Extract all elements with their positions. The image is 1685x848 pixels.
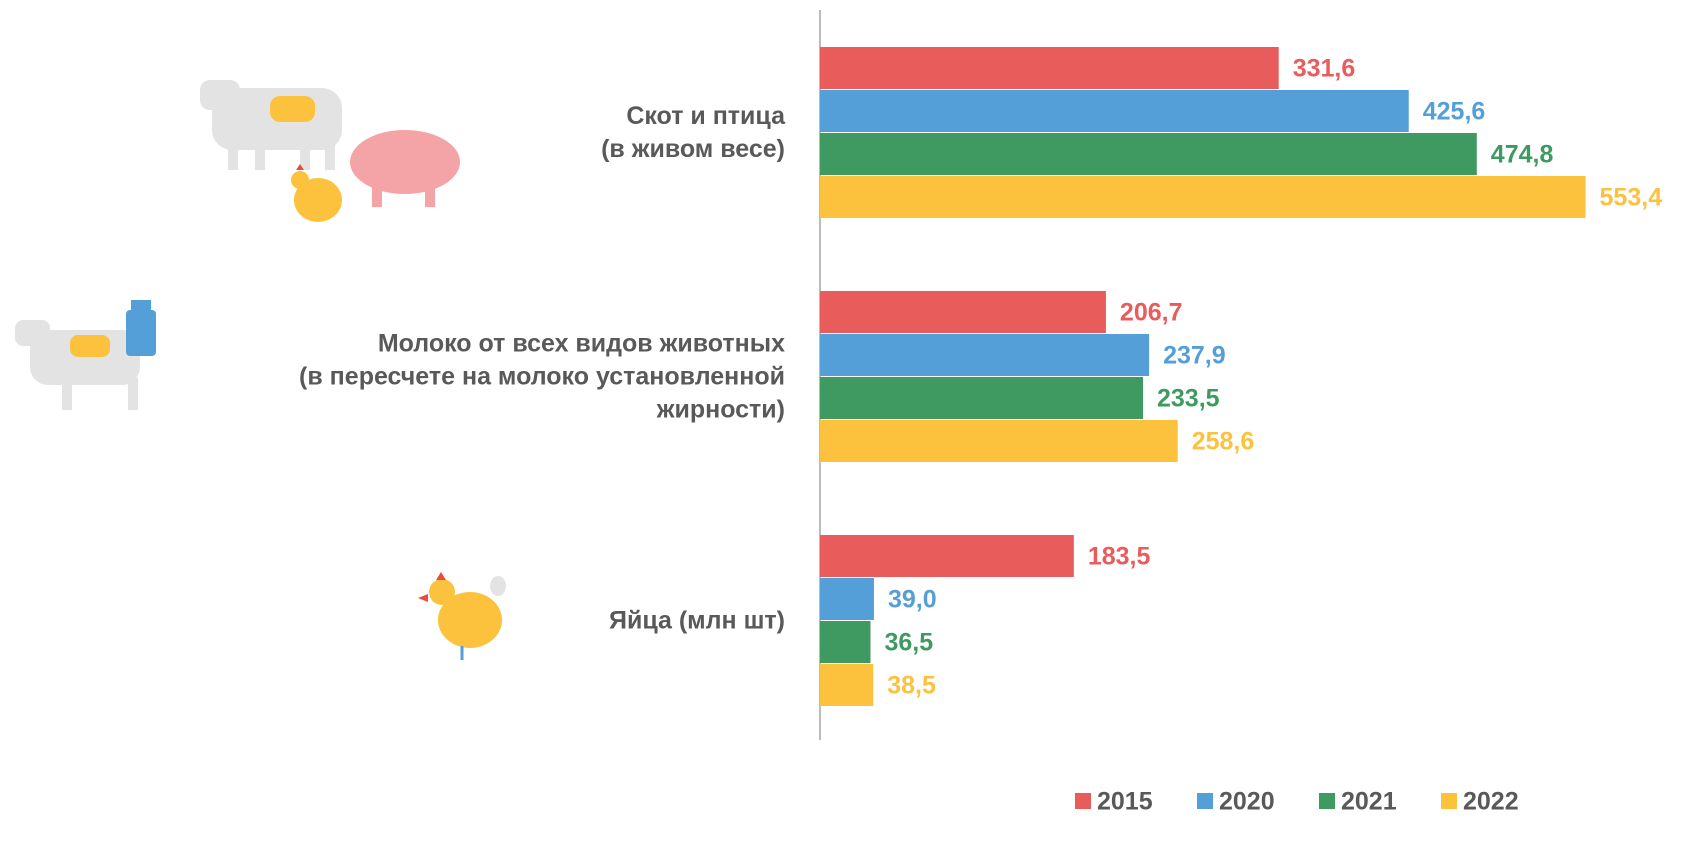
legend-label: 2021: [1341, 788, 1397, 816]
category-label: Скот и птица (в живом весе): [601, 102, 785, 163]
value-label: 36,5: [884, 629, 933, 657]
legend-label: 2020: [1219, 788, 1275, 816]
legend-label: 2022: [1463, 788, 1519, 816]
value-label: 233,5: [1157, 385, 1220, 413]
bar: [820, 578, 874, 620]
value-label: 553,4: [1600, 184, 1663, 212]
bar: [820, 664, 874, 706]
bar: [820, 291, 1106, 333]
value-label: 425,6: [1423, 98, 1486, 126]
value-label: 38,5: [887, 672, 936, 700]
value-label: 237,9: [1163, 342, 1226, 370]
bar: [820, 535, 1074, 577]
category-label: Молоко от всех видов животных (в пересче…: [299, 329, 785, 424]
bar: [820, 377, 1144, 419]
bar: [820, 621, 871, 663]
legend-swatch: [1319, 793, 1335, 809]
value-label: 206,7: [1120, 299, 1183, 327]
category-label: Яйца (млн шт): [608, 606, 785, 635]
bar: [820, 176, 1586, 218]
bar: [820, 47, 1279, 89]
milk-icon: [15, 300, 156, 410]
legend-swatch: [1075, 793, 1091, 809]
bar: [820, 420, 1178, 462]
bar: [820, 90, 1409, 132]
value-label: 331,6: [1293, 55, 1356, 83]
value-label: 39,0: [888, 586, 937, 614]
chicken-icon: [418, 572, 506, 660]
value-label: 474,8: [1491, 141, 1554, 169]
legend-swatch: [1441, 793, 1457, 809]
legend-label: 2015: [1097, 788, 1153, 816]
value-label: 258,6: [1192, 428, 1255, 456]
bar: [820, 133, 1477, 175]
value-label: 183,5: [1088, 543, 1151, 571]
legend-swatch: [1197, 793, 1213, 809]
bar: [820, 334, 1150, 376]
livestock-icon: [200, 80, 460, 222]
